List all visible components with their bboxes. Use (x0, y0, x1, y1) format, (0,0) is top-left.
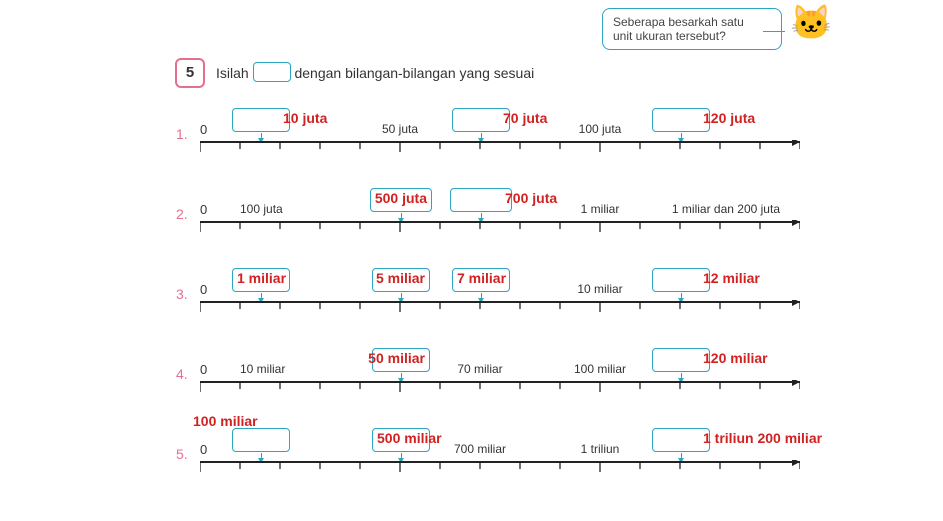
answer-text: 1 triliun 200 miliar (703, 430, 822, 446)
answer-box: 100 miliar (232, 428, 290, 452)
number-line-row: 4.010 miliar70 miliar100 miliar50 miliar… (200, 340, 800, 398)
title-post: dengan bilangan-bilangan yang sesuai (294, 65, 534, 81)
row-number: 2. (176, 206, 188, 222)
answer-text: 500 miliar (377, 430, 442, 446)
tick-label: 100 juta (579, 122, 622, 136)
answer-text: 70 juta (503, 110, 547, 126)
answer-box: 500 juta (370, 188, 432, 212)
answer-box: 120 juta (652, 108, 710, 132)
callout-tail (763, 31, 785, 32)
question-number: 5 (175, 58, 205, 88)
blank-icon (253, 62, 291, 82)
answer-box: 1 miliar (232, 268, 290, 292)
question-title: Isilah dengan bilangan-bilangan yang ses… (216, 62, 534, 82)
zero-label: 0 (200, 282, 207, 297)
answer-box: 10 juta (232, 108, 290, 132)
answer-box: 7 miliar (452, 268, 510, 292)
zero-label: 0 (200, 202, 207, 217)
callout-line1: Seberapa besarkah satu (613, 15, 744, 29)
tick-label: 1 triliun (581, 442, 620, 456)
tick-label: 1 miliar (581, 202, 620, 216)
row-number: 3. (176, 286, 188, 302)
answer-text: 120 miliar (703, 350, 768, 366)
row-number: 4. (176, 366, 188, 382)
tick-label: 50 juta (382, 122, 418, 136)
zero-label: 0 (200, 362, 207, 377)
tick-label: 700 miliar (454, 442, 506, 456)
number-line-row: 2.0100 juta1 miliar1 miliar dan 200 juta… (200, 180, 800, 238)
zero-label: 0 (200, 442, 207, 457)
title-pre: Isilah (216, 65, 253, 81)
tick-label: 70 miliar (457, 362, 502, 376)
zero-label: 0 (200, 122, 207, 137)
answer-text: 10 juta (283, 110, 327, 126)
tick-label: 10 miliar (577, 282, 622, 296)
answer-box: 120 miliar (652, 348, 710, 372)
tick-label: 100 juta (240, 202, 283, 216)
answer-box: 12 miliar (652, 268, 710, 292)
answer-text: 120 juta (703, 110, 755, 126)
callout-line2: unit ukuran tersebut? (613, 29, 726, 43)
answer-text: 1 miliar (237, 270, 286, 286)
answer-text: 5 miliar (313, 270, 425, 286)
answer-text: 500 juta (311, 190, 427, 206)
answer-box: 70 juta (452, 108, 510, 132)
tick-label: 100 miliar (574, 362, 626, 376)
row-number: 1. (176, 126, 188, 142)
answer-text: 100 miliar (193, 413, 258, 429)
tick-label: 10 miliar (240, 362, 285, 376)
number-line-row: 5.0700 miliar1 triliun100 miliar500 mili… (200, 420, 800, 478)
page: { "colors": { "accent_cyan": "#2aa6c0", … (0, 0, 943, 521)
answer-box: 50 miliar (372, 348, 430, 372)
answer-box: 5 miliar (372, 268, 430, 292)
answer-box: 500 miliar (372, 428, 430, 452)
answer-text: 7 miliar (457, 270, 506, 286)
answer-text: 12 miliar (703, 270, 760, 286)
answer-box: 700 juta (450, 188, 512, 212)
callout-bubble: Seberapa besarkah satu unit ukuran terse… (602, 8, 782, 50)
mascot-icon: 🐱 (790, 6, 832, 40)
answer-box: 1 triliun 200 miliar (652, 428, 710, 452)
row-number: 5. (176, 446, 188, 462)
number-line-row: 1.050 juta100 juta10 juta70 juta120 juta (200, 100, 800, 158)
tick-label: 1 miliar dan 200 juta (672, 202, 780, 216)
number-line-row: 3.010 miliar1 miliar5 miliar7 miliar12 m… (200, 260, 800, 318)
answer-text: 50 miliar (313, 350, 425, 366)
answer-text: 700 juta (505, 190, 557, 206)
